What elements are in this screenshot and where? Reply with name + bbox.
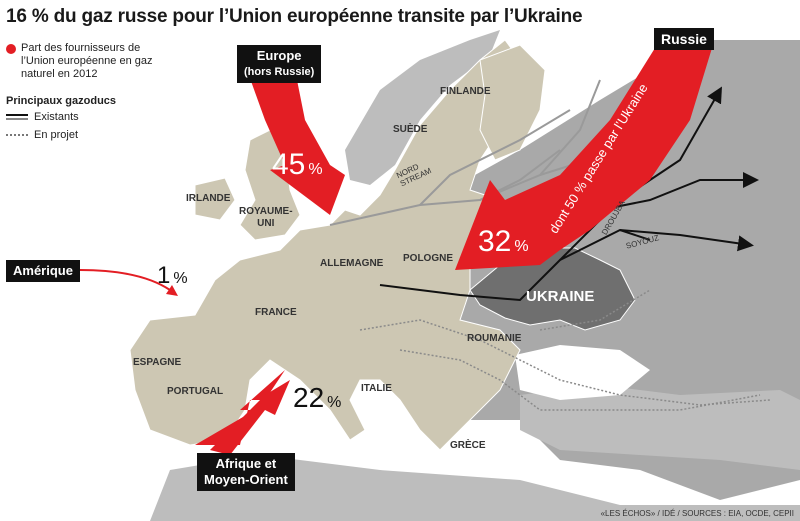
- america-share-unit: %: [173, 270, 188, 287]
- africa-share: 22%: [293, 382, 341, 414]
- label-suede: SUÈDE: [393, 124, 428, 135]
- black-sea: [515, 345, 650, 400]
- finland-land: [479, 44, 546, 161]
- north-africa: [150, 455, 800, 521]
- legend-existing: Existants: [6, 111, 161, 123]
- legend-planned-label: En projet: [34, 129, 79, 141]
- russia-share-value: 32: [478, 225, 512, 258]
- label-irlande: IRLANDE: [186, 193, 231, 204]
- label-royaume-uni-line1: ROYAUME-: [239, 206, 293, 217]
- europe-label-line2: (hors Russie): [244, 66, 315, 78]
- africa-share-value: 22: [293, 382, 325, 413]
- legend-pipelines-heading: Principaux gazoducs: [6, 95, 117, 107]
- turkey: [520, 385, 800, 470]
- russia-share-unit: %: [514, 238, 529, 255]
- label-roumanie: ROUMANIE: [467, 333, 522, 344]
- europe-share-unit: %: [308, 161, 323, 178]
- america-arrow-head: [166, 285, 178, 296]
- russia-share: 32%: [478, 225, 529, 259]
- planned-pipelines: [359, 289, 771, 411]
- page-title: 16 % du gaz russe pour l’Union européenn…: [6, 6, 583, 27]
- africa-share-unit: %: [327, 394, 342, 411]
- label-italie: ITALIE: [361, 383, 392, 394]
- label-france: FRANCE: [255, 307, 297, 318]
- source-credit: «LES ÉCHOS» / IDÉ / SOURCES : EIA, OCDE,…: [600, 509, 794, 518]
- map-legend: Part des fournisseurs de l’Union europée…: [6, 42, 161, 147]
- america-share: 1%: [157, 262, 188, 290]
- legend-planned: En projet: [6, 129, 161, 141]
- africa-source-box: Afrique et Moyen-Orient: [197, 453, 295, 491]
- legend-share-label: Part des fournisseurs de l’Union europée…: [21, 42, 153, 80]
- russia-source-box: Russie: [654, 28, 714, 50]
- label-finlande: FINLANDE: [440, 86, 491, 97]
- label-royaume-uni-line2: UNI: [257, 218, 275, 229]
- label-espagne: ESPAGNE: [133, 357, 182, 368]
- africa-label-line1: Afrique et: [215, 456, 277, 471]
- europe-share: 45%: [272, 148, 323, 182]
- label-royaume-uni: ROYAUME- UNI: [239, 206, 293, 230]
- label-portugal: PORTUGAL: [167, 386, 224, 397]
- africa-label-line2: Moyen-Orient: [204, 472, 288, 487]
- europe-label-line1: Europe: [256, 48, 302, 63]
- europe-share-value: 45: [272, 148, 306, 181]
- ireland-land: [194, 177, 236, 221]
- america-source-box: Amérique: [6, 260, 80, 282]
- label-grece: GRÈCE: [450, 440, 486, 451]
- europe-source-box: Europe (hors Russie): [237, 45, 322, 83]
- america-share-value: 1: [157, 262, 171, 289]
- planned-pipeline-icon: [6, 134, 28, 136]
- legend-share: Part des fournisseurs de l’Union europée…: [6, 42, 161, 81]
- label-ukraine: UKRAINE: [526, 288, 595, 305]
- red-dot-icon: [6, 44, 16, 54]
- scandinavia-norway: [345, 30, 500, 185]
- label-pologne: POLOGNE: [403, 253, 454, 264]
- europe-arrow: [238, 45, 345, 215]
- america-arrow: [79, 269, 171, 291]
- africa-arrow-body: [210, 380, 290, 455]
- legend-existing-label: Existants: [34, 111, 79, 123]
- existing-pipeline-icon: [6, 114, 28, 120]
- russia-arrow: [455, 48, 712, 270]
- label-allemagne: ALLEMAGNE: [320, 258, 384, 269]
